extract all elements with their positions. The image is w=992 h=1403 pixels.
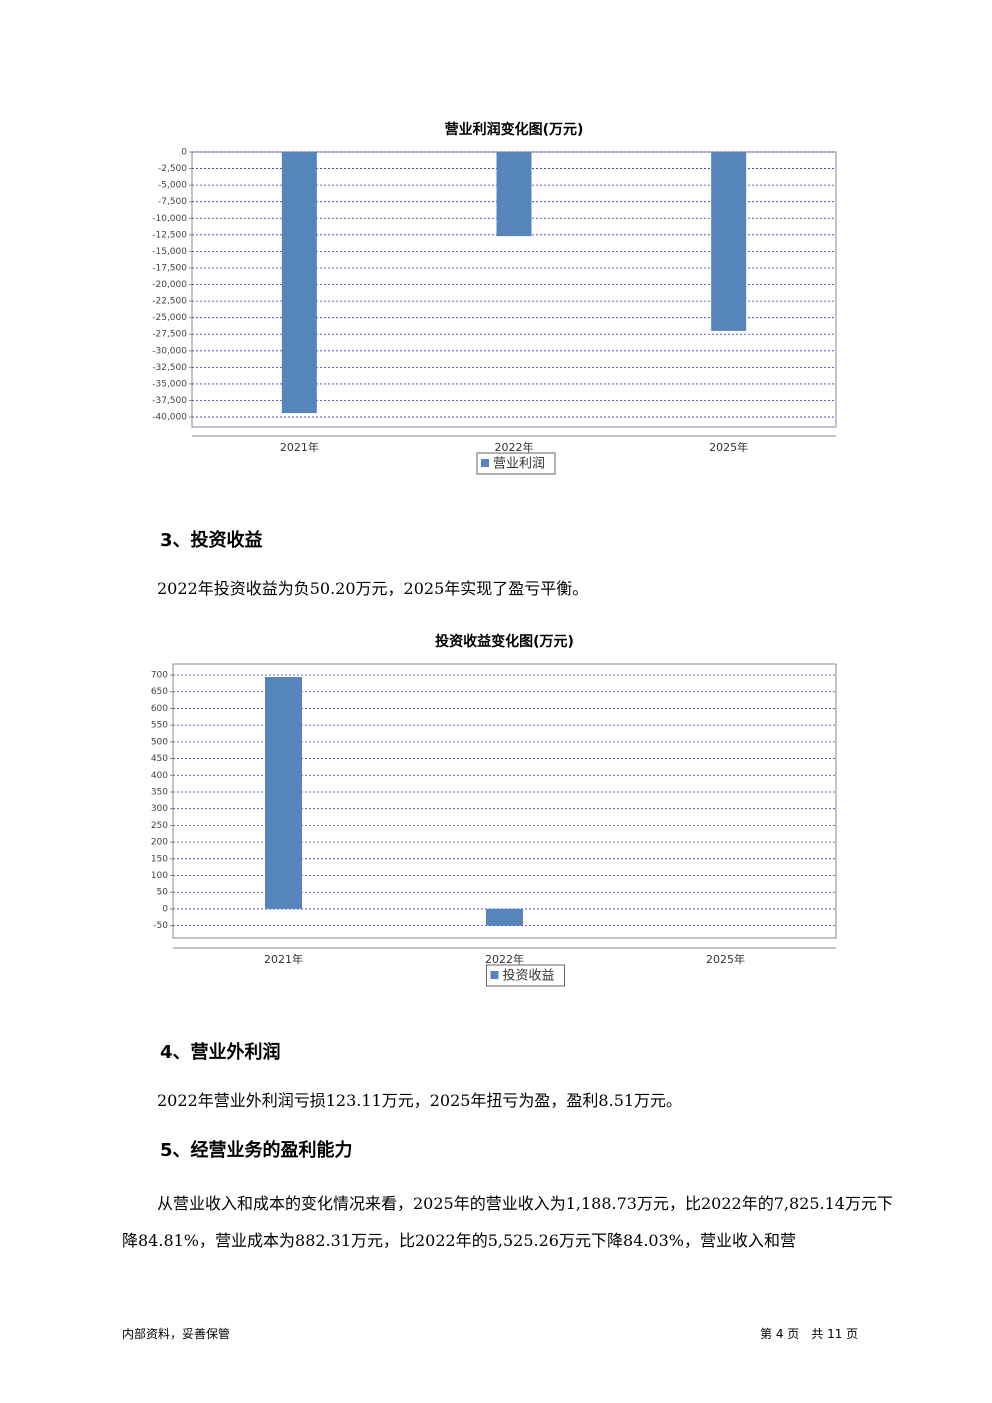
y-tick-label: 300 <box>151 804 168 814</box>
y-tick-label: -22,500 <box>152 297 187 307</box>
section-heading: 5、经营业务的盈利能力 <box>160 1140 353 1161</box>
y-tick-label: 700 <box>151 671 168 681</box>
legend-label: 营业利润 <box>493 457 545 472</box>
legend-swatch <box>481 459 489 467</box>
y-tick-label: 150 <box>151 854 168 864</box>
section-heading: 4、营业外利润 <box>160 1042 281 1063</box>
y-tick-label: 600 <box>151 704 168 714</box>
y-tick-label: 450 <box>151 754 168 764</box>
y-tick-label: -12,500 <box>152 230 187 240</box>
y-tick-label: -2,500 <box>158 164 187 174</box>
x-tick-label: 2021年 <box>264 952 303 966</box>
footer-left: 内部资料，妥善保管 <box>122 1327 231 1341</box>
y-tick-label: -10,000 <box>152 214 187 224</box>
paragraph: 2022年投资收益为负50.20万元，2025年实现了盈亏平衡。 <box>157 579 589 598</box>
x-tick-label: 2025年 <box>709 440 748 454</box>
y-tick-label: -17,500 <box>152 263 187 273</box>
y-tick-label: 50 <box>157 888 169 898</box>
y-tick-label: 650 <box>151 687 168 697</box>
bar <box>281 152 317 414</box>
y-tick-label: 250 <box>151 821 168 831</box>
y-tick-label: 350 <box>151 787 168 797</box>
section-heading: 3、投资收益 <box>160 530 263 551</box>
chart: 营业利润变化图(万元) 0 -2,500 -5,000 -7,500 -10,000 -12… <box>152 121 837 475</box>
y-tick-label: 0 <box>181 148 187 158</box>
y-tick-label: -15,000 <box>152 247 187 257</box>
y-tick-label: 400 <box>151 771 168 781</box>
paragraph: 2022年营业外利润亏损123.11万元，2025年扭亏为盈，盈利8.51万元。 <box>157 1091 683 1110</box>
y-tick-label: -35,000 <box>152 379 187 389</box>
y-tick-label: -37,500 <box>152 396 187 406</box>
y-tick-label: -27,500 <box>152 330 187 340</box>
bar <box>486 908 523 926</box>
legend-box <box>486 964 565 987</box>
y-tick-label: -30,000 <box>152 346 187 356</box>
x-tick-label: 2022年 <box>485 952 524 966</box>
y-tick-label: 500 <box>151 737 168 747</box>
paragraph: 从营业收入和成本的变化情况来看，2025年的营业收入为1,188.73万元，比2… <box>122 1194 893 1250</box>
y-tick-label: 0 <box>162 904 168 914</box>
y-tick-label: -40,000 <box>152 413 187 423</box>
y-tick-label: -50 <box>153 921 168 931</box>
y-tick-label: -20,000 <box>152 280 187 290</box>
y-tick-label: -7,500 <box>158 197 187 207</box>
bar <box>711 152 747 331</box>
y-tick-label: -25,000 <box>152 313 187 323</box>
y-tick-label: 550 <box>151 721 168 731</box>
legend-swatch <box>490 971 499 979</box>
chart-title: 营业利润变化图(万元) <box>445 121 584 138</box>
bar <box>496 152 532 237</box>
y-tick-label: 100 <box>151 871 168 881</box>
chart: 投资收益变化图(万元)70065060055050045040035030025… <box>151 633 837 987</box>
y-tick-label: 200 <box>151 838 168 848</box>
legend-label: 投资收益 <box>503 968 555 984</box>
y-tick-label: -5,000 <box>158 181 187 191</box>
x-tick-label: 2021年 <box>280 440 319 454</box>
chart-title: 投资收益变化图(万元) <box>435 633 574 650</box>
y-tick-label: -32,500 <box>152 363 187 373</box>
x-tick-label: 2022年 <box>495 440 534 454</box>
bar <box>265 677 302 909</box>
plot-frame <box>172 663 837 939</box>
x-tick-label: 2025年 <box>706 952 745 966</box>
legend-box <box>476 452 556 475</box>
footer-right: 第 4 页 共 11 页 <box>760 1327 859 1341</box>
